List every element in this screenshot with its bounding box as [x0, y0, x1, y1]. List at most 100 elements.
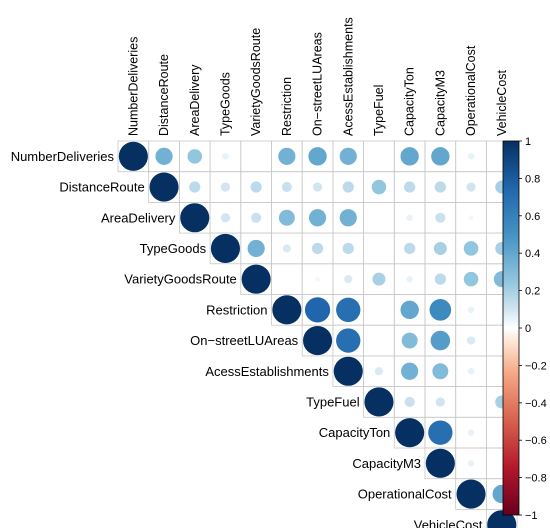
correlation-circle: [435, 212, 446, 223]
correlation-circle: [308, 209, 327, 227]
correlation-circle: [342, 181, 354, 193]
correlation-circle: [467, 367, 475, 375]
correlation-circle: [278, 209, 295, 226]
column-label: TypeFuel: [372, 85, 386, 136]
correlation-circle: [467, 460, 475, 467]
correlation-circle: [401, 332, 418, 349]
correlation-circle: [222, 153, 229, 160]
correlation-circle: [406, 214, 413, 222]
correlation-circle: [467, 429, 475, 436]
correlation-circle: [308, 147, 327, 166]
column-label: DistanceRoute: [157, 54, 171, 136]
correlation-circle: [344, 275, 353, 284]
colorbar-tick-label: 0.6: [525, 211, 540, 223]
grid-cell: [363, 201, 395, 234]
column-label: On−streetLUAreas: [311, 32, 325, 136]
correlation-circle: [149, 172, 179, 202]
colorbar-tick-label: −0.2: [525, 360, 547, 372]
correlation-circle: [251, 212, 262, 223]
correlation-circle: [428, 420, 453, 445]
correlation-circle: [434, 273, 446, 285]
grid-cell: [363, 140, 395, 173]
correlation-circle: [406, 275, 413, 283]
colorbar-tick-label: −0.6: [525, 435, 547, 447]
colorbar-tick-label: 0.2: [525, 286, 540, 298]
correlation-circle: [189, 181, 201, 193]
row-label: TypeGoods: [140, 241, 207, 256]
correlation-circle: [118, 141, 148, 171]
grid-cell: [363, 232, 395, 265]
correlation-circle: [281, 182, 292, 193]
column-labels: NumberDeliveries DistanceRoute AreaDeliver…: [126, 17, 508, 136]
correlation-circle: [400, 147, 419, 166]
row-label: CapacityM3: [352, 456, 421, 471]
column-label: TypeGoods: [218, 72, 232, 136]
correlation-circle: [463, 271, 479, 287]
row-label: CapacityTon: [319, 425, 391, 440]
colorbar: 1 0.8 0.6 0.4 0.2 0 −0.2 −0.4 −0.6 −0.8 −1: [502, 136, 547, 522]
correlation-circle: [333, 356, 363, 386]
row-label: VarietyGoodsRoute: [124, 272, 237, 287]
correlation-circle: [425, 448, 455, 478]
correlation-circle: [435, 397, 445, 407]
correlation-circle: [336, 297, 361, 323]
correlation-circle: [247, 239, 265, 258]
correlation-circle: [339, 147, 357, 165]
correlation-circle: [463, 241, 479, 256]
correlation-circle: [404, 242, 416, 255]
column-label: NumberDeliveries: [126, 37, 140, 136]
correlation-circle: [434, 181, 446, 193]
row-label: AreaDelivery: [101, 210, 176, 225]
colorbar-tick-label: 0.4: [525, 248, 540, 260]
correlation-circle: [315, 276, 321, 282]
row-labels: NumberDeliveries DistanceRoute AreaDeliver…: [11, 149, 483, 528]
column-label: VarietyGoodsRoute: [249, 28, 263, 136]
correlation-circle: [468, 215, 474, 221]
correlation-circle: [282, 244, 291, 253]
column-label: OperationalCost: [464, 45, 478, 136]
correlation-circle: [278, 147, 296, 165]
correlation-circle: [339, 209, 357, 227]
column-label: VehicleCost: [495, 69, 509, 136]
column-label: CapacityM3: [433, 70, 447, 136]
correlation-circle: [429, 299, 452, 321]
correlation-circle: [404, 181, 416, 193]
correlation-circles: [118, 141, 517, 528]
row-label: DistanceRoute: [59, 180, 144, 195]
column-label: AreaDelivery: [188, 64, 202, 136]
correlation-circle: [304, 297, 331, 323]
grid-cell: [271, 263, 303, 295]
correlation-circle: [336, 328, 361, 353]
grid-cell: [363, 294, 395, 326]
correlation-circle: [466, 336, 476, 345]
grid-cell: [240, 140, 272, 173]
correlation-circle: [250, 181, 262, 193]
grid-cell: [485, 508, 518, 528]
correlation-circle: [371, 179, 387, 195]
correlation-circle: [400, 300, 419, 320]
colorbar-tick-label: 1: [525, 136, 531, 148]
correlation-circle: [395, 418, 425, 448]
row-label: On−streetLUAreas: [190, 333, 299, 348]
column-label: CapacityTon: [403, 67, 417, 136]
correlation-circle: [466, 182, 476, 192]
correlation-circle: [467, 153, 475, 160]
correlation-circle: [431, 147, 450, 166]
correlation-circle: [272, 295, 302, 325]
column-label: Restriction: [280, 77, 294, 136]
correlation-circle: [180, 203, 210, 233]
row-label: TypeFuel: [306, 394, 360, 409]
correlation-circle: [303, 326, 333, 356]
correlation-circle: [456, 479, 486, 509]
correlation-circle: [241, 264, 271, 294]
row-label: VehicleCost: [414, 517, 483, 528]
correlation-circle: [404, 396, 415, 407]
row-label: OperationalCost: [358, 487, 452, 502]
colorbar-tick-label: −0.4: [525, 398, 547, 410]
correlation-circle: [401, 362, 419, 380]
correlation-circle: [430, 330, 451, 351]
correlation-circle: [374, 367, 384, 376]
correlation-circle: [372, 272, 386, 286]
row-label: NumberDeliveries: [11, 149, 115, 164]
